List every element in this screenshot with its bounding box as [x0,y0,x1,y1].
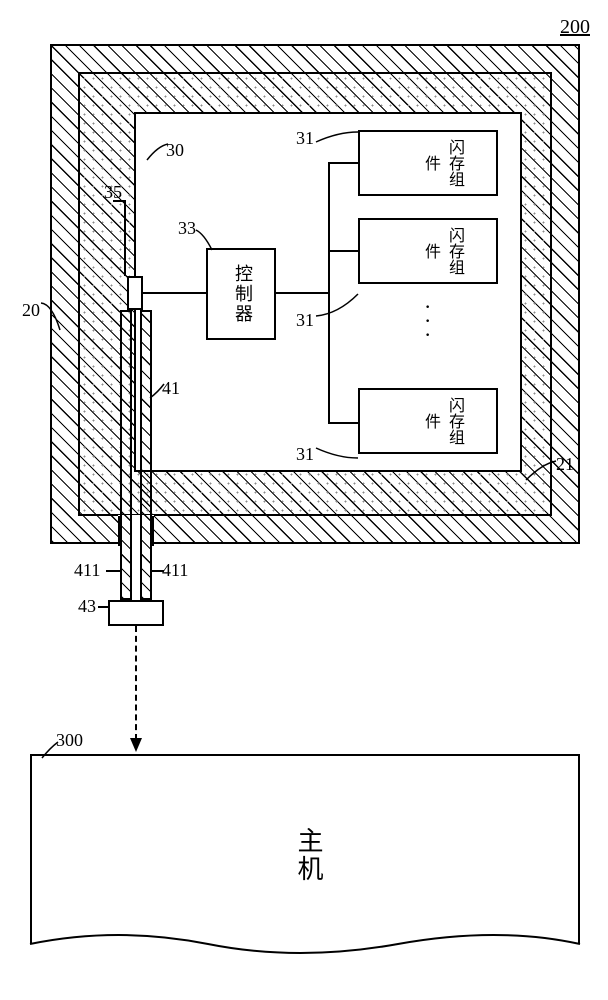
leader-21 [524,458,558,484]
wire-stub-3 [328,422,358,424]
ref-31-a: 31 [296,128,314,149]
leader-31b [314,292,360,318]
ref-31-c: 31 [296,444,314,465]
wire-stub-2 [328,250,358,252]
host-label: 主机 [290,820,327,890]
leader-31a [314,130,360,146]
ref-300: 300 [56,730,83,751]
host-wavy-bottom [28,924,582,964]
leader-411a [106,570,122,572]
wire-stub-1 [328,162,358,164]
controller-label: 控制器 [230,258,256,330]
connector-35 [127,276,143,310]
dashed-link [135,626,137,740]
flash-ellipsis: ··· [424,300,431,342]
slot-border-r [152,516,154,546]
plug-43 [108,600,164,626]
flash-label-2: 闪存组件 [418,220,466,282]
ref-31-b: 31 [296,310,314,331]
leader-20 [38,300,64,334]
ref-411-a: 411 [74,560,100,581]
leader-31c [314,446,360,462]
dashed-link-arrow [130,738,142,752]
leader-35b [113,200,126,202]
leader-41 [148,382,166,400]
diagram-canvas: 200 20 21 30 控制器 33 35 闪存组 [0,0,608,1000]
cable-strip-a [120,310,132,600]
leader-30 [144,140,170,162]
ref-43: 43 [78,596,96,617]
ref-200: 200 [560,16,590,39]
ref-411-b: 411 [162,560,188,581]
leader-35 [124,200,126,276]
wire-ctrl-to-35 [143,292,206,294]
flash-label-3: 闪存组件 [418,390,466,452]
leader-300 [40,740,60,760]
cable-strip-b [140,310,152,600]
leader-411b [150,570,164,572]
leader-33 [194,228,216,252]
flash-label-1: 闪存组件 [418,132,466,194]
leader-43 [98,606,108,608]
ref-21: 21 [556,454,574,475]
